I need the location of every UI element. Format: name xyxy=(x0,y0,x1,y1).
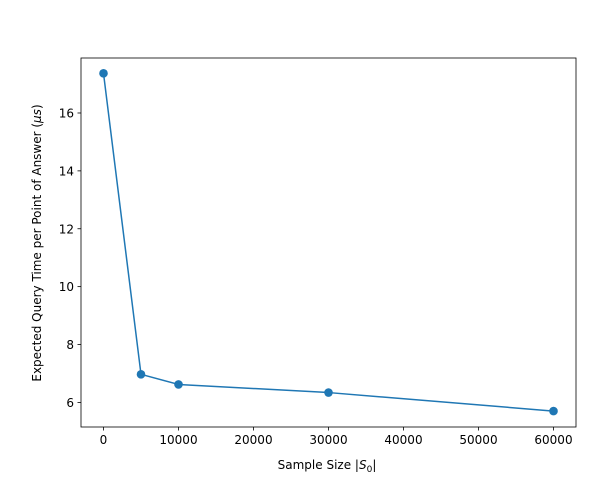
data-point xyxy=(324,388,333,397)
x-tick-label: 50000 xyxy=(459,433,497,447)
y-tick-label: 10 xyxy=(59,280,74,294)
x-tick-label: 0 xyxy=(100,433,108,447)
x-tick-label: 10000 xyxy=(159,433,197,447)
x-axis-ticks: 0 10000 20000 30000 40000 50000 60000 xyxy=(100,427,573,447)
y-tick-label: 16 xyxy=(59,106,74,120)
x-axis-label: Sample Size |S0| xyxy=(278,458,377,475)
data-point xyxy=(174,380,183,389)
y-tick-label: 12 xyxy=(59,222,74,236)
data-point xyxy=(136,370,146,379)
x-tick-label: 30000 xyxy=(309,433,347,447)
data-series xyxy=(99,69,558,416)
y-axis-ticks: 6 8 10 12 14 16 xyxy=(59,106,81,410)
data-point xyxy=(549,406,558,416)
x-tick-label: 60000 xyxy=(534,433,572,447)
y-tick-label: 14 xyxy=(59,164,74,178)
y-tick-label: 8 xyxy=(66,338,74,352)
data-point xyxy=(99,69,108,78)
x-tick-label: 20000 xyxy=(234,433,272,447)
y-axis-label: Expected Query Time per Point of Answer … xyxy=(30,104,44,381)
y-tick-label: 6 xyxy=(66,396,74,410)
x-tick-label: 40000 xyxy=(384,433,422,447)
